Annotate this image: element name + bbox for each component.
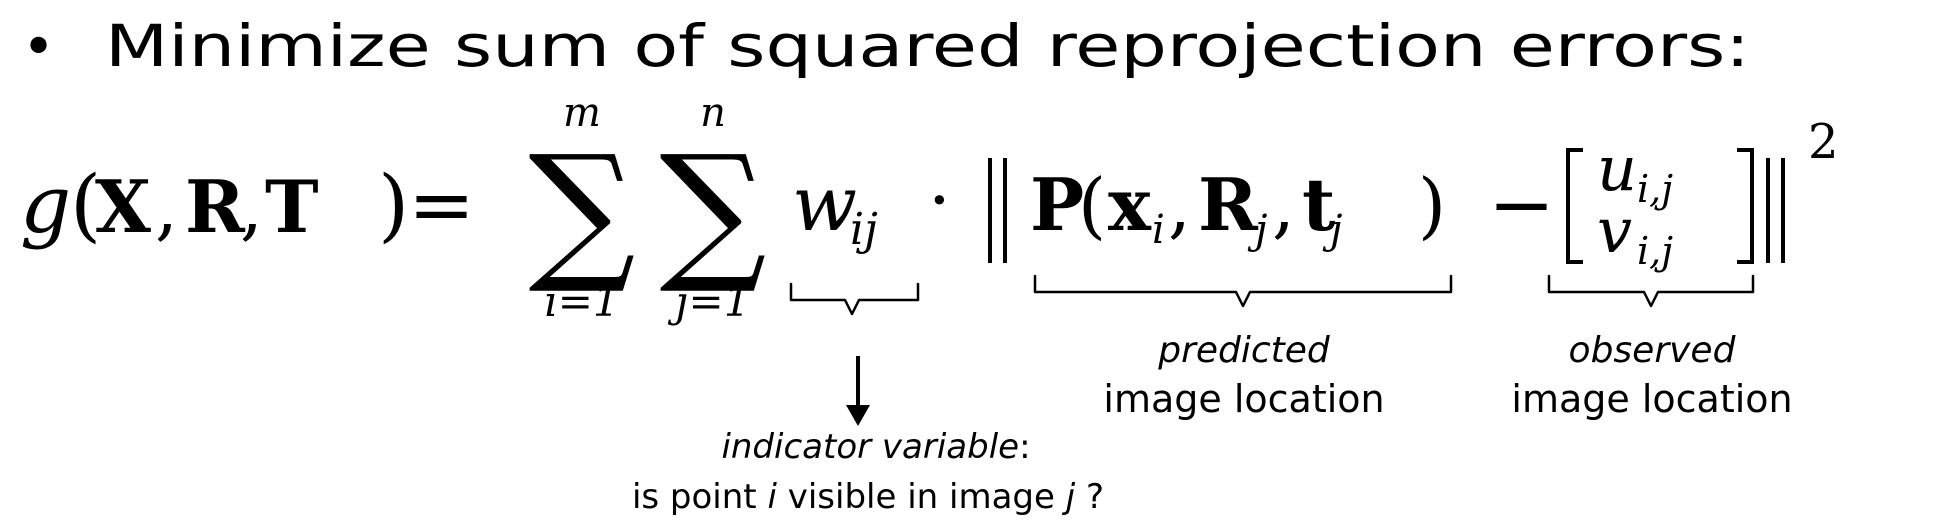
summation-over-j: n ∑ j=1 bbox=[659, 90, 766, 326]
weight-subscript: ij bbox=[850, 204, 878, 255]
projection-close-paren: ) bbox=[1418, 163, 1446, 247]
squared-exponent: 2 bbox=[1808, 114, 1839, 170]
indicator-term-colon: : bbox=[1019, 427, 1030, 467]
projection-arg-t: t bbox=[1302, 162, 1335, 247]
projection-comma-2: , bbox=[1272, 163, 1295, 247]
lhs-arg-r: R bbox=[185, 164, 246, 249]
observed-label-line2: image location bbox=[1511, 377, 1792, 421]
summation-over-i: m ∑ i=1 bbox=[528, 90, 635, 326]
predicted-label-line2: image location bbox=[1103, 377, 1384, 421]
vector-left-bracket bbox=[1566, 148, 1583, 264]
observed-label: observed image location bbox=[1511, 330, 1792, 421]
projection-arg-x-subscript: i bbox=[1152, 207, 1165, 253]
observed-underbrace bbox=[1547, 274, 1755, 308]
sum-i-lower-limit: i=1 bbox=[544, 277, 619, 326]
vector-top-subscript: i,j bbox=[1637, 167, 1673, 211]
indicator-image-var: j bbox=[1062, 477, 1076, 517]
lhs-comma-2: , bbox=[240, 165, 263, 249]
bullet-text: Minimize sum of squared reprojection err… bbox=[105, 12, 1750, 80]
projection-comma-1: , bbox=[1168, 163, 1191, 247]
lhs-open-paren: ( bbox=[70, 158, 101, 251]
lhs-comma-1: , bbox=[155, 165, 178, 249]
vector-bottom-symbol: v bbox=[1597, 194, 1632, 267]
indicator-question-part2: visible in image bbox=[777, 477, 1066, 517]
sum-i-symbol: ∑ bbox=[528, 124, 635, 298]
vector-right-bracket bbox=[1737, 148, 1754, 264]
sum-j-lower-limit: j=1 bbox=[668, 277, 751, 326]
predicted-label: predicted image location bbox=[1103, 330, 1384, 421]
predicted-label-line1: predicted bbox=[1157, 330, 1331, 371]
vector-bottom-subscript: i,j bbox=[1637, 229, 1673, 273]
lhs-function-symbol: g bbox=[20, 158, 71, 251]
indicator-question-part3: ? bbox=[1075, 477, 1104, 517]
bullet-marker: • bbox=[22, 15, 55, 80]
projection-arg-r: R bbox=[1198, 162, 1259, 247]
projection-expression: P ( x i , R j , t j ) bbox=[1030, 162, 1446, 253]
projection-function-symbol: P bbox=[1030, 162, 1084, 247]
lhs-arg-t: T bbox=[265, 164, 319, 249]
vector-top-symbol: u bbox=[1597, 132, 1637, 205]
sum-i-upper-limit: m bbox=[563, 90, 601, 136]
sum-j-upper-limit: n bbox=[700, 90, 726, 136]
indicator-arrow bbox=[846, 356, 870, 426]
weight-underbrace bbox=[789, 282, 920, 316]
indicator-term: indicator variable bbox=[721, 427, 1019, 467]
projection-open-paren: ( bbox=[1078, 163, 1106, 247]
equation-lhs: g ( X , R , T ) bbox=[20, 158, 409, 251]
sum-j-symbol: ∑ bbox=[659, 124, 766, 298]
equals-sign: = bbox=[408, 158, 475, 251]
observed-label-line1: observed bbox=[1569, 330, 1737, 371]
lhs-arg-x: X bbox=[95, 164, 151, 249]
indicator-note: indicator variable: is point i visible i… bbox=[632, 427, 1104, 517]
observed-vector: u i,j v i,j bbox=[1566, 132, 1754, 273]
projection-arg-x: x bbox=[1108, 162, 1152, 247]
indicator-note-line2: is point i visible in image j ? bbox=[632, 477, 1104, 517]
minus-sign: − bbox=[1488, 158, 1555, 251]
indicator-note-line1: indicator variable: bbox=[721, 427, 1030, 467]
multiply-dot: · bbox=[928, 158, 951, 242]
indicator-question-part1: is point bbox=[632, 477, 768, 517]
indicator-arrow-head bbox=[846, 405, 870, 426]
indicator-point-var: i bbox=[767, 477, 777, 517]
projection-underbrace bbox=[1033, 274, 1453, 308]
lhs-close-paren: ) bbox=[378, 158, 409, 251]
weight-symbol: w bbox=[792, 159, 857, 248]
